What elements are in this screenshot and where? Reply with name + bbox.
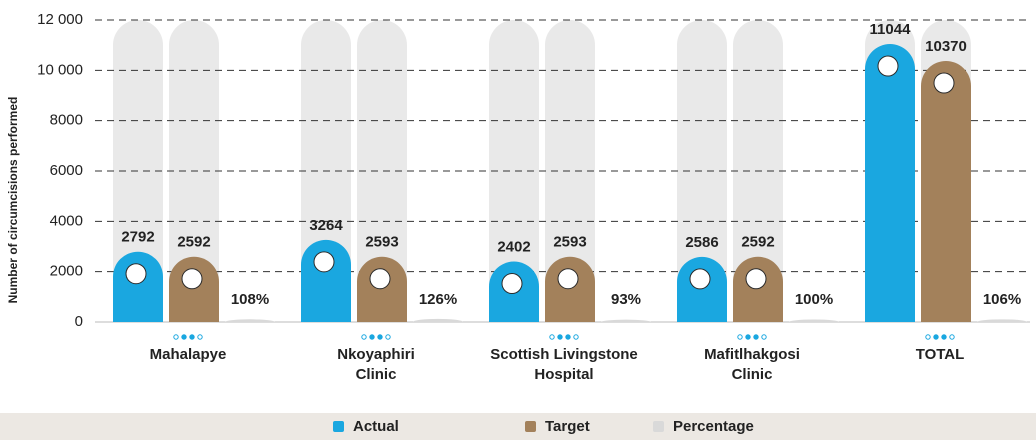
value-label: 93%: [611, 291, 641, 308]
x-tick-line: Mafitlhakgosi: [704, 346, 800, 363]
value-label: 10370: [925, 38, 967, 55]
value-label: 2592: [741, 234, 774, 251]
dot-decoration: [173, 334, 179, 340]
dot-decoration: [573, 334, 579, 340]
dot-decoration: [737, 334, 743, 340]
bar: [225, 319, 275, 322]
bar: [921, 61, 971, 322]
bar: [357, 256, 407, 322]
x-tick-line: Mahalapye: [150, 346, 227, 363]
x-tick-line: Nkoyaphiri: [337, 346, 415, 363]
bar-marker: [501, 273, 523, 295]
value-label: 2592: [177, 234, 210, 251]
bar: [677, 256, 727, 322]
value-label: 2593: [553, 234, 586, 251]
dot-decoration: [925, 334, 931, 340]
x-tick-label: Nkoyaphiri Clinic: [337, 346, 415, 383]
bar: [601, 319, 651, 322]
dot-decoration: [549, 334, 555, 340]
value-label: 100%: [795, 291, 833, 308]
dot-decoration: [369, 334, 375, 340]
value-label: 126%: [419, 291, 457, 308]
bar: [865, 44, 915, 323]
y-tick-label: 10 000: [37, 61, 83, 78]
value-label: 2402: [497, 239, 530, 256]
bar-marker: [557, 268, 579, 290]
x-tick-label: Mahalapye: [150, 346, 227, 363]
dot-decoration: [941, 334, 947, 340]
legend-label: Target: [545, 418, 590, 435]
dot-decoration: [181, 334, 187, 340]
legend-swatch: [333, 421, 344, 432]
value-label: 106%: [983, 291, 1021, 308]
x-tick-label: Mafitlhakgosi Clinic: [704, 346, 800, 383]
x-tick-label: TOTAL: [916, 346, 965, 363]
x-tick-label: Scottish Livingstone Hospital: [490, 346, 638, 383]
bar-marker: [313, 251, 335, 273]
bar: [545, 256, 595, 322]
dot-decoration: [933, 334, 939, 340]
x-tick-line: Clinic: [356, 366, 397, 383]
y-tick-label: 2000: [50, 263, 83, 280]
background-pillar: [357, 20, 407, 322]
y-axis-label: Number of circumcisions performed: [6, 97, 20, 304]
y-tick-label: 12 000: [37, 11, 83, 28]
dot-decoration: [385, 334, 391, 340]
bar-marker: [877, 55, 899, 77]
value-label: 3264: [309, 217, 343, 234]
dot-decoration: [557, 334, 563, 340]
y-tick-label: 8000: [50, 112, 83, 129]
value-label: 11044: [870, 21, 912, 38]
value-label: 2792: [121, 229, 154, 246]
dot-decoration: [361, 334, 367, 340]
dot-decoration: [197, 334, 203, 340]
y-tick-label: 4000: [50, 212, 83, 229]
bar-marker: [689, 268, 711, 290]
legend-swatch: [653, 421, 664, 432]
legend-band: [0, 413, 1036, 440]
dot-decoration: [949, 334, 955, 340]
bar: [413, 318, 463, 322]
x-tick-line: Clinic: [732, 366, 773, 383]
value-label: 2586: [685, 234, 718, 251]
bar-marker: [181, 268, 203, 290]
dot-decoration: [761, 334, 767, 340]
bar: [977, 319, 1027, 322]
dot-decoration: [745, 334, 751, 340]
value-label: 2593: [365, 234, 398, 251]
dot-decoration: [189, 334, 195, 340]
y-tick-label: 0: [75, 313, 83, 330]
bar-marker: [125, 263, 147, 285]
x-tick-line: Hospital: [534, 366, 593, 383]
legend-label: Actual: [353, 418, 399, 435]
bar-marker: [369, 268, 391, 290]
bar: [113, 251, 163, 322]
x-tick-line: Scottish Livingstone: [490, 346, 638, 363]
bar: [733, 256, 783, 322]
dot-decoration: [753, 334, 759, 340]
value-label: 108%: [231, 291, 269, 308]
bar-marker: [745, 268, 767, 290]
x-tick-line: TOTAL: [916, 346, 965, 363]
y-tick-label: 6000: [50, 162, 83, 179]
background-pillar: [489, 20, 539, 322]
legend-label: Percentage: [673, 418, 754, 435]
bar-marker: [933, 72, 955, 94]
bar: [301, 239, 351, 322]
bar: [789, 319, 839, 322]
legend-swatch: [525, 421, 536, 432]
dot-decoration: [565, 334, 571, 340]
bar: [169, 256, 219, 322]
dot-decoration: [377, 334, 383, 340]
